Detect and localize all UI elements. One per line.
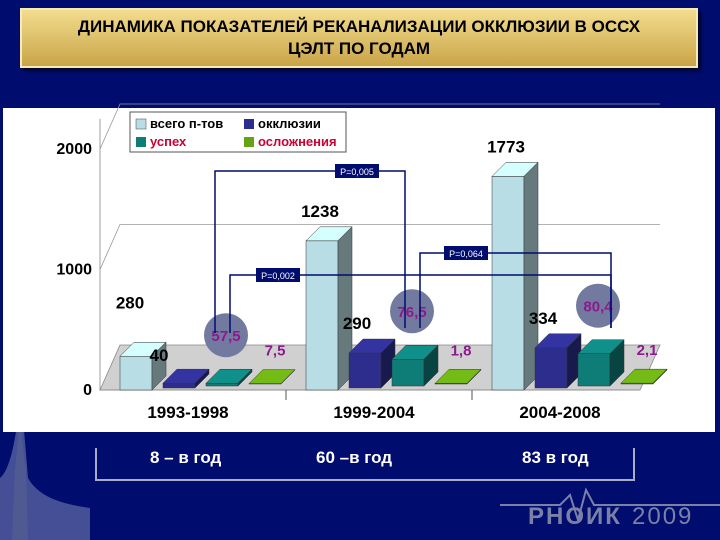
x-tick-0: 1993-1998 bbox=[147, 403, 228, 422]
per-year-label-1: 8 – в год bbox=[150, 448, 222, 467]
value-label-0-3: 7,5 bbox=[265, 343, 286, 360]
bar-2-2 bbox=[577, 339, 625, 387]
legend-swatch-complications bbox=[244, 137, 254, 147]
gridline-2000 bbox=[99, 103, 660, 150]
value-ring-2 bbox=[576, 283, 620, 328]
value-label-1-1: 290 bbox=[343, 314, 371, 333]
legend-swatch-success bbox=[136, 137, 146, 147]
per-year-label-3: 83 в год bbox=[522, 448, 589, 467]
per-year-label-2: 60 –в год bbox=[316, 448, 393, 467]
bar-2-1 bbox=[534, 333, 582, 389]
labels-layer: 0 1000 2000 1993-1998 1999-2004 2004-2008 280 4… bbox=[56, 137, 657, 422]
value-label-1-2: 76,5 bbox=[397, 304, 426, 321]
y-tick-0: 0 bbox=[83, 382, 92, 399]
logo-text: РНОИК bbox=[528, 503, 622, 530]
legend-occlusion: окклюзии bbox=[258, 116, 321, 131]
bar-0-3 bbox=[248, 369, 296, 385]
legend-swatch-total bbox=[135, 118, 147, 130]
bar-1-2 bbox=[391, 344, 439, 387]
connector-lines bbox=[214, 170, 612, 333]
bar-1-3 bbox=[434, 368, 482, 385]
pvalue-label-1: P=0,005 bbox=[340, 167, 374, 177]
bar-0-2 bbox=[205, 368, 253, 387]
value-label-2-0: 1773 bbox=[487, 137, 525, 156]
y-tick-2: 2000 bbox=[56, 141, 92, 158]
legend-box bbox=[129, 111, 347, 153]
legend-success: успех bbox=[150, 134, 187, 149]
value-label-0-0: 280 bbox=[116, 293, 144, 312]
bars-layer bbox=[119, 161, 668, 391]
bar-2-0 bbox=[491, 161, 539, 391]
title-line-1: ДИНАМИКА ПОКАЗАТЕЛЕЙ РЕКАНАЛИЗАЦИИ ОККЛЮ… bbox=[77, 17, 641, 36]
bar-0-1 bbox=[162, 368, 210, 389]
y-tick-1: 1000 bbox=[56, 262, 92, 279]
pvalue-box-1 bbox=[335, 164, 379, 178]
legend-complications: осложнения bbox=[258, 134, 337, 149]
value-label-2-1: 334 bbox=[529, 309, 558, 328]
legend: всего п-тов окклюзии успех осложнения bbox=[129, 111, 347, 153]
value-label-2-3: 2,1 bbox=[637, 342, 658, 359]
value-label-0-2: 57,5 bbox=[211, 328, 240, 345]
value-label-1-3: 1,8 bbox=[451, 342, 472, 359]
value-label-0-1: 40 bbox=[150, 346, 169, 365]
logo-year: 2009 bbox=[632, 503, 694, 530]
bar-0-0 bbox=[119, 341, 167, 391]
pvalue-box-2 bbox=[444, 246, 488, 260]
pvalue-label-2: P=0,064 bbox=[449, 249, 483, 259]
page-title: ДИНАМИКА ПОКАЗАТЕЛЕЙ РЕКАНАЛИЗАЦИИ ОККЛЮ… bbox=[20, 8, 698, 68]
legend-total: всего п-тов bbox=[150, 116, 223, 131]
value-label-2-2: 80,4 bbox=[583, 299, 613, 316]
gridline-1000 bbox=[99, 224, 660, 270]
legend-swatch-occlusion bbox=[244, 119, 254, 129]
x-tick-2: 2004-2008 bbox=[519, 403, 600, 422]
bar-1-1 bbox=[348, 338, 396, 389]
value-ring-1 bbox=[390, 289, 434, 334]
bar-2-3 bbox=[620, 368, 668, 385]
title-line-2: ЦЭЛТ ПО ГОДАМ bbox=[287, 39, 431, 58]
pvalue-box-3 bbox=[256, 268, 300, 282]
bar-chart: 0 1000 2000 1993-1998 1999-2004 2004-2008 280 4… bbox=[3, 103, 715, 432]
value-label-1-0: 1238 bbox=[301, 202, 339, 221]
pvalue-label-3: P=0,002 bbox=[261, 271, 295, 281]
bar-1-0 bbox=[305, 226, 353, 391]
pvalue-annotations: P=0,005 P=0,064 P=0,002 bbox=[256, 164, 488, 282]
x-tick-1: 1999-2004 bbox=[333, 403, 415, 422]
